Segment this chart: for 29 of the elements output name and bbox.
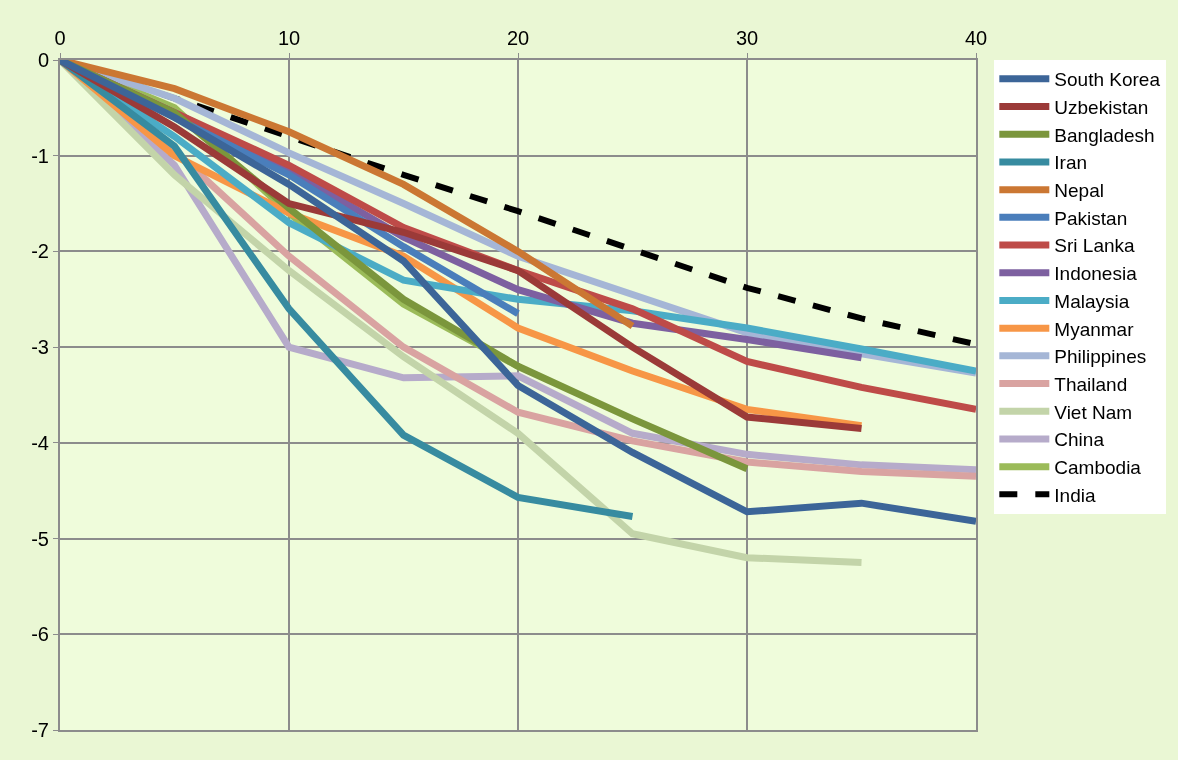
- legend-label: Bangladesh: [1054, 124, 1155, 146]
- x-tick-label: 10: [277, 27, 301, 49]
- legend-label: Nepal: [1054, 180, 1104, 202]
- y-tick-label: -7: [31, 719, 49, 741]
- legend-label: Cambodia: [1054, 457, 1142, 479]
- legend-label: Indonesia: [1054, 263, 1138, 285]
- x-tick-label: 40: [964, 27, 988, 49]
- legend-label: South Korea: [1054, 69, 1161, 91]
- x-tick-label: 0: [54, 27, 66, 49]
- legend-label: Philippines: [1054, 346, 1147, 368]
- legend-label: Viet Nam: [1054, 401, 1133, 423]
- legend-label: India: [1054, 484, 1096, 506]
- y-tick-label: -5: [31, 527, 49, 550]
- legend-label: Pakistan: [1054, 207, 1128, 229]
- y-tick-label: -2: [31, 240, 49, 263]
- x-tick-label: 20: [506, 27, 530, 49]
- legend-label: Myanmar: [1054, 318, 1135, 340]
- legend-label: China: [1054, 429, 1105, 451]
- legend-label: Thailand: [1054, 373, 1128, 395]
- legend-label: Sri Lanka: [1054, 235, 1136, 257]
- x-tick-label: 30: [735, 27, 759, 49]
- y-tick-label: -6: [31, 623, 49, 646]
- legend-label: Malaysia: [1054, 290, 1130, 312]
- y-tick-label: -4: [31, 431, 49, 454]
- y-tick-label: -3: [31, 336, 49, 359]
- y-tick-label: 0: [37, 49, 49, 71]
- y-tick-label: -1: [31, 144, 49, 167]
- legend-label: Iran: [1054, 152, 1088, 174]
- legend-label: Uzbekistan: [1054, 96, 1149, 118]
